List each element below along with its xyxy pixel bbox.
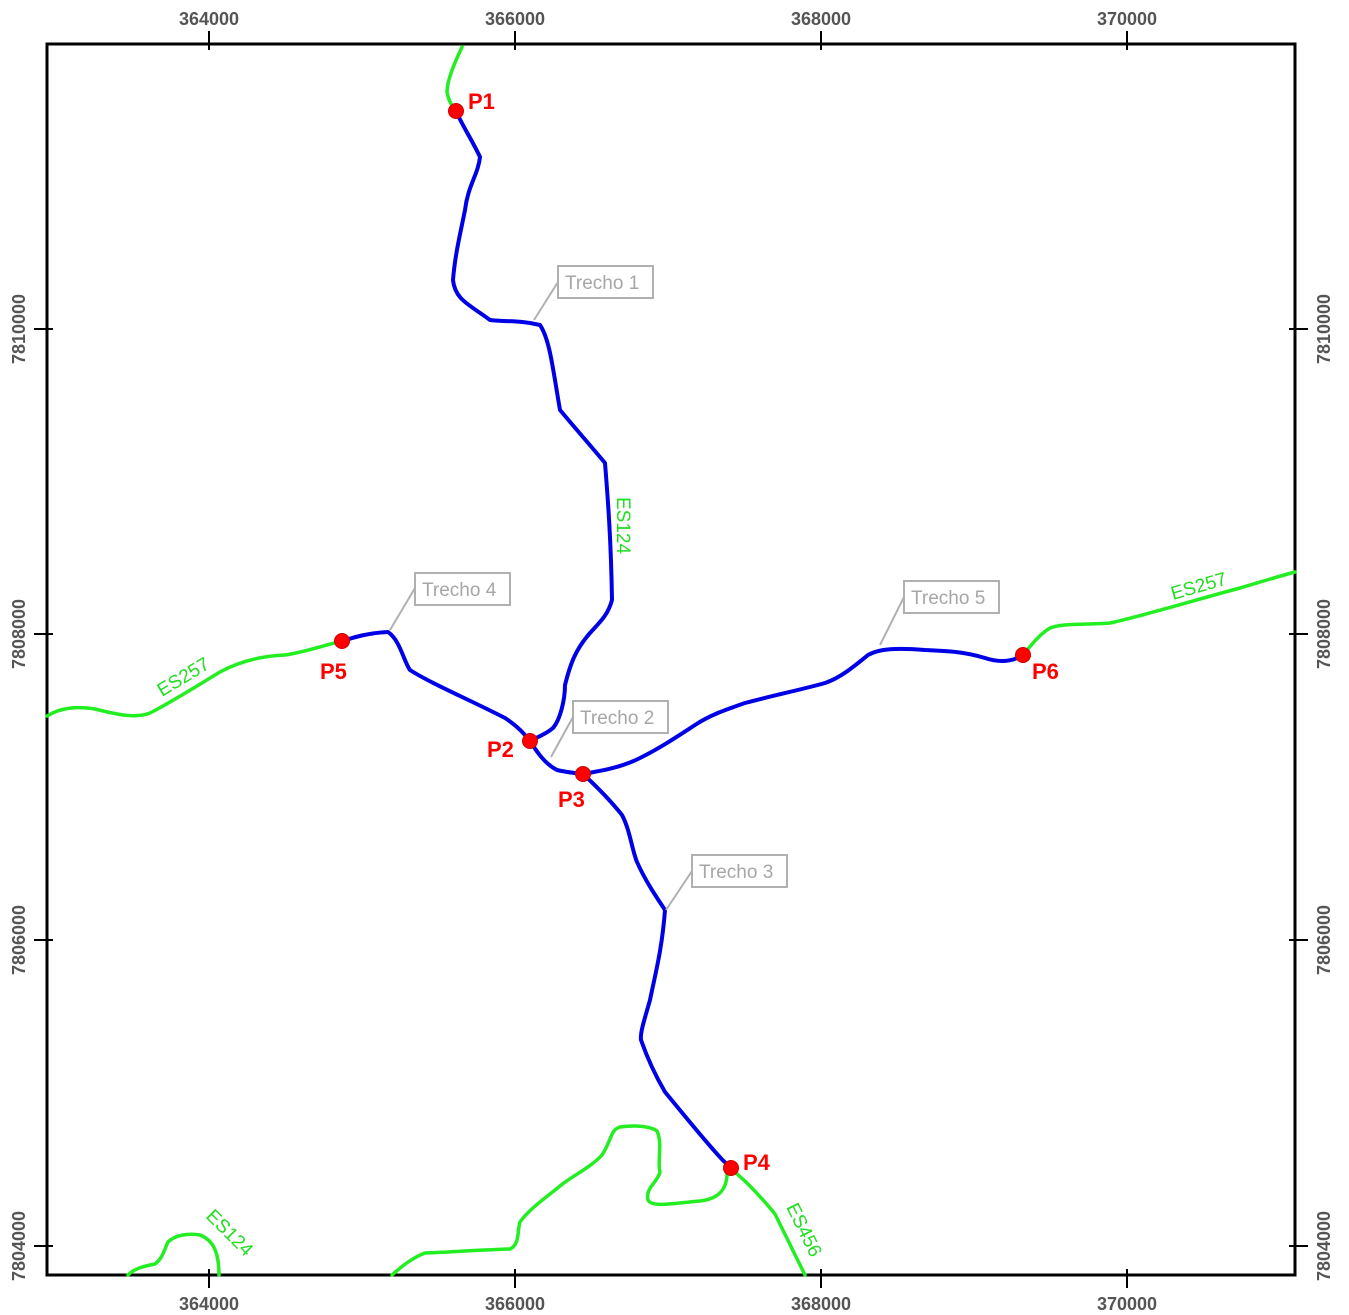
road-label-es124-south: ES124 — [201, 1206, 256, 1261]
route-trecho-3 — [581, 772, 733, 1170]
callout-box-trecho-3 — [691, 854, 788, 888]
y-tick-label-right: 7808000 — [1314, 599, 1334, 669]
x-tick-label-bottom: 368000 — [791, 1294, 851, 1314]
road-es124-north-stub — [445, 45, 464, 113]
road-label-es124-north: ES124 — [612, 497, 633, 554]
x-inner-ticks — [208, 44, 1128, 1275]
y-tick-label-right: 7806000 — [1314, 905, 1334, 975]
road-es257-west — [45, 639, 344, 718]
road-label-es456: ES456 — [782, 1200, 826, 1260]
callout-leader-trecho-2 — [550, 716, 574, 758]
x-tick-label-bottom: 364000 — [179, 1294, 239, 1314]
segment-label-trecho-3: Trecho 3 — [699, 862, 773, 883]
x-tick-marks — [208, 31, 1128, 1288]
point-label-p5: P5 — [320, 659, 347, 684]
x-tick-label-top: 364000 — [179, 9, 239, 29]
y-tick-marks — [34, 328, 1308, 1247]
callout-box-trecho-1 — [557, 265, 654, 299]
y-tick-label-left: 7808000 — [9, 599, 29, 669]
point-marker-p3 — [575, 766, 591, 782]
callout-box-trecho-5 — [903, 580, 1000, 614]
y-tick-label-right: 7810000 — [1314, 294, 1334, 364]
map-frame — [45, 42, 1297, 1277]
callout-leader-trecho-1 — [533, 281, 559, 321]
point-label-p2: P2 — [487, 737, 514, 762]
x-tick-label-bottom: 366000 — [485, 1294, 545, 1314]
point-label-p6: P6 — [1032, 659, 1059, 684]
callout-leader-trecho-4 — [389, 587, 416, 631]
point-label-p3: P3 — [558, 787, 585, 812]
segment-label-trecho-2: Trecho 2 — [580, 708, 654, 729]
y-tick-label-right: 7804000 — [1314, 1211, 1334, 1281]
route-trecho-4 — [340, 630, 532, 743]
x-tick-label-top: 368000 — [791, 9, 851, 29]
segment-label-trecho-1: Trecho 1 — [565, 273, 639, 294]
point-label-p4: P4 — [743, 1150, 771, 1175]
callout-leader-trecho-3 — [665, 870, 693, 911]
callout-leader-trecho-5 — [879, 596, 905, 646]
x-tick-label-bottom: 370000 — [1097, 1294, 1157, 1314]
point-marker-p5 — [334, 633, 350, 649]
x-tick-label-top: 366000 — [485, 9, 545, 29]
point-marker-p6 — [1015, 647, 1031, 663]
route-trecho-1 — [451, 109, 614, 743]
point-label-p1: P1 — [468, 89, 495, 114]
callout-box-trecho-2 — [572, 700, 669, 734]
road-es124-south — [126, 1232, 221, 1277]
road-south-loop — [390, 1124, 729, 1277]
route-trecho-5 — [581, 646, 1025, 776]
callout-box-trecho-4 — [414, 572, 511, 606]
y-tick-label-left: 7806000 — [9, 905, 29, 975]
x-tick-label-top: 370000 — [1097, 9, 1157, 29]
y-tick-label-left: 7804000 — [9, 1211, 29, 1281]
segment-label-trecho-4: Trecho 4 — [422, 580, 497, 601]
point-marker-p4 — [723, 1160, 739, 1176]
road-es456 — [728, 1166, 807, 1277]
y-tick-label-left: 7810000 — [9, 294, 29, 364]
point-marker-p1 — [448, 103, 464, 119]
road-es257-east — [1021, 570, 1297, 657]
point-marker-p2 — [522, 733, 538, 749]
segment-label-trecho-5: Trecho 5 — [911, 588, 985, 609]
